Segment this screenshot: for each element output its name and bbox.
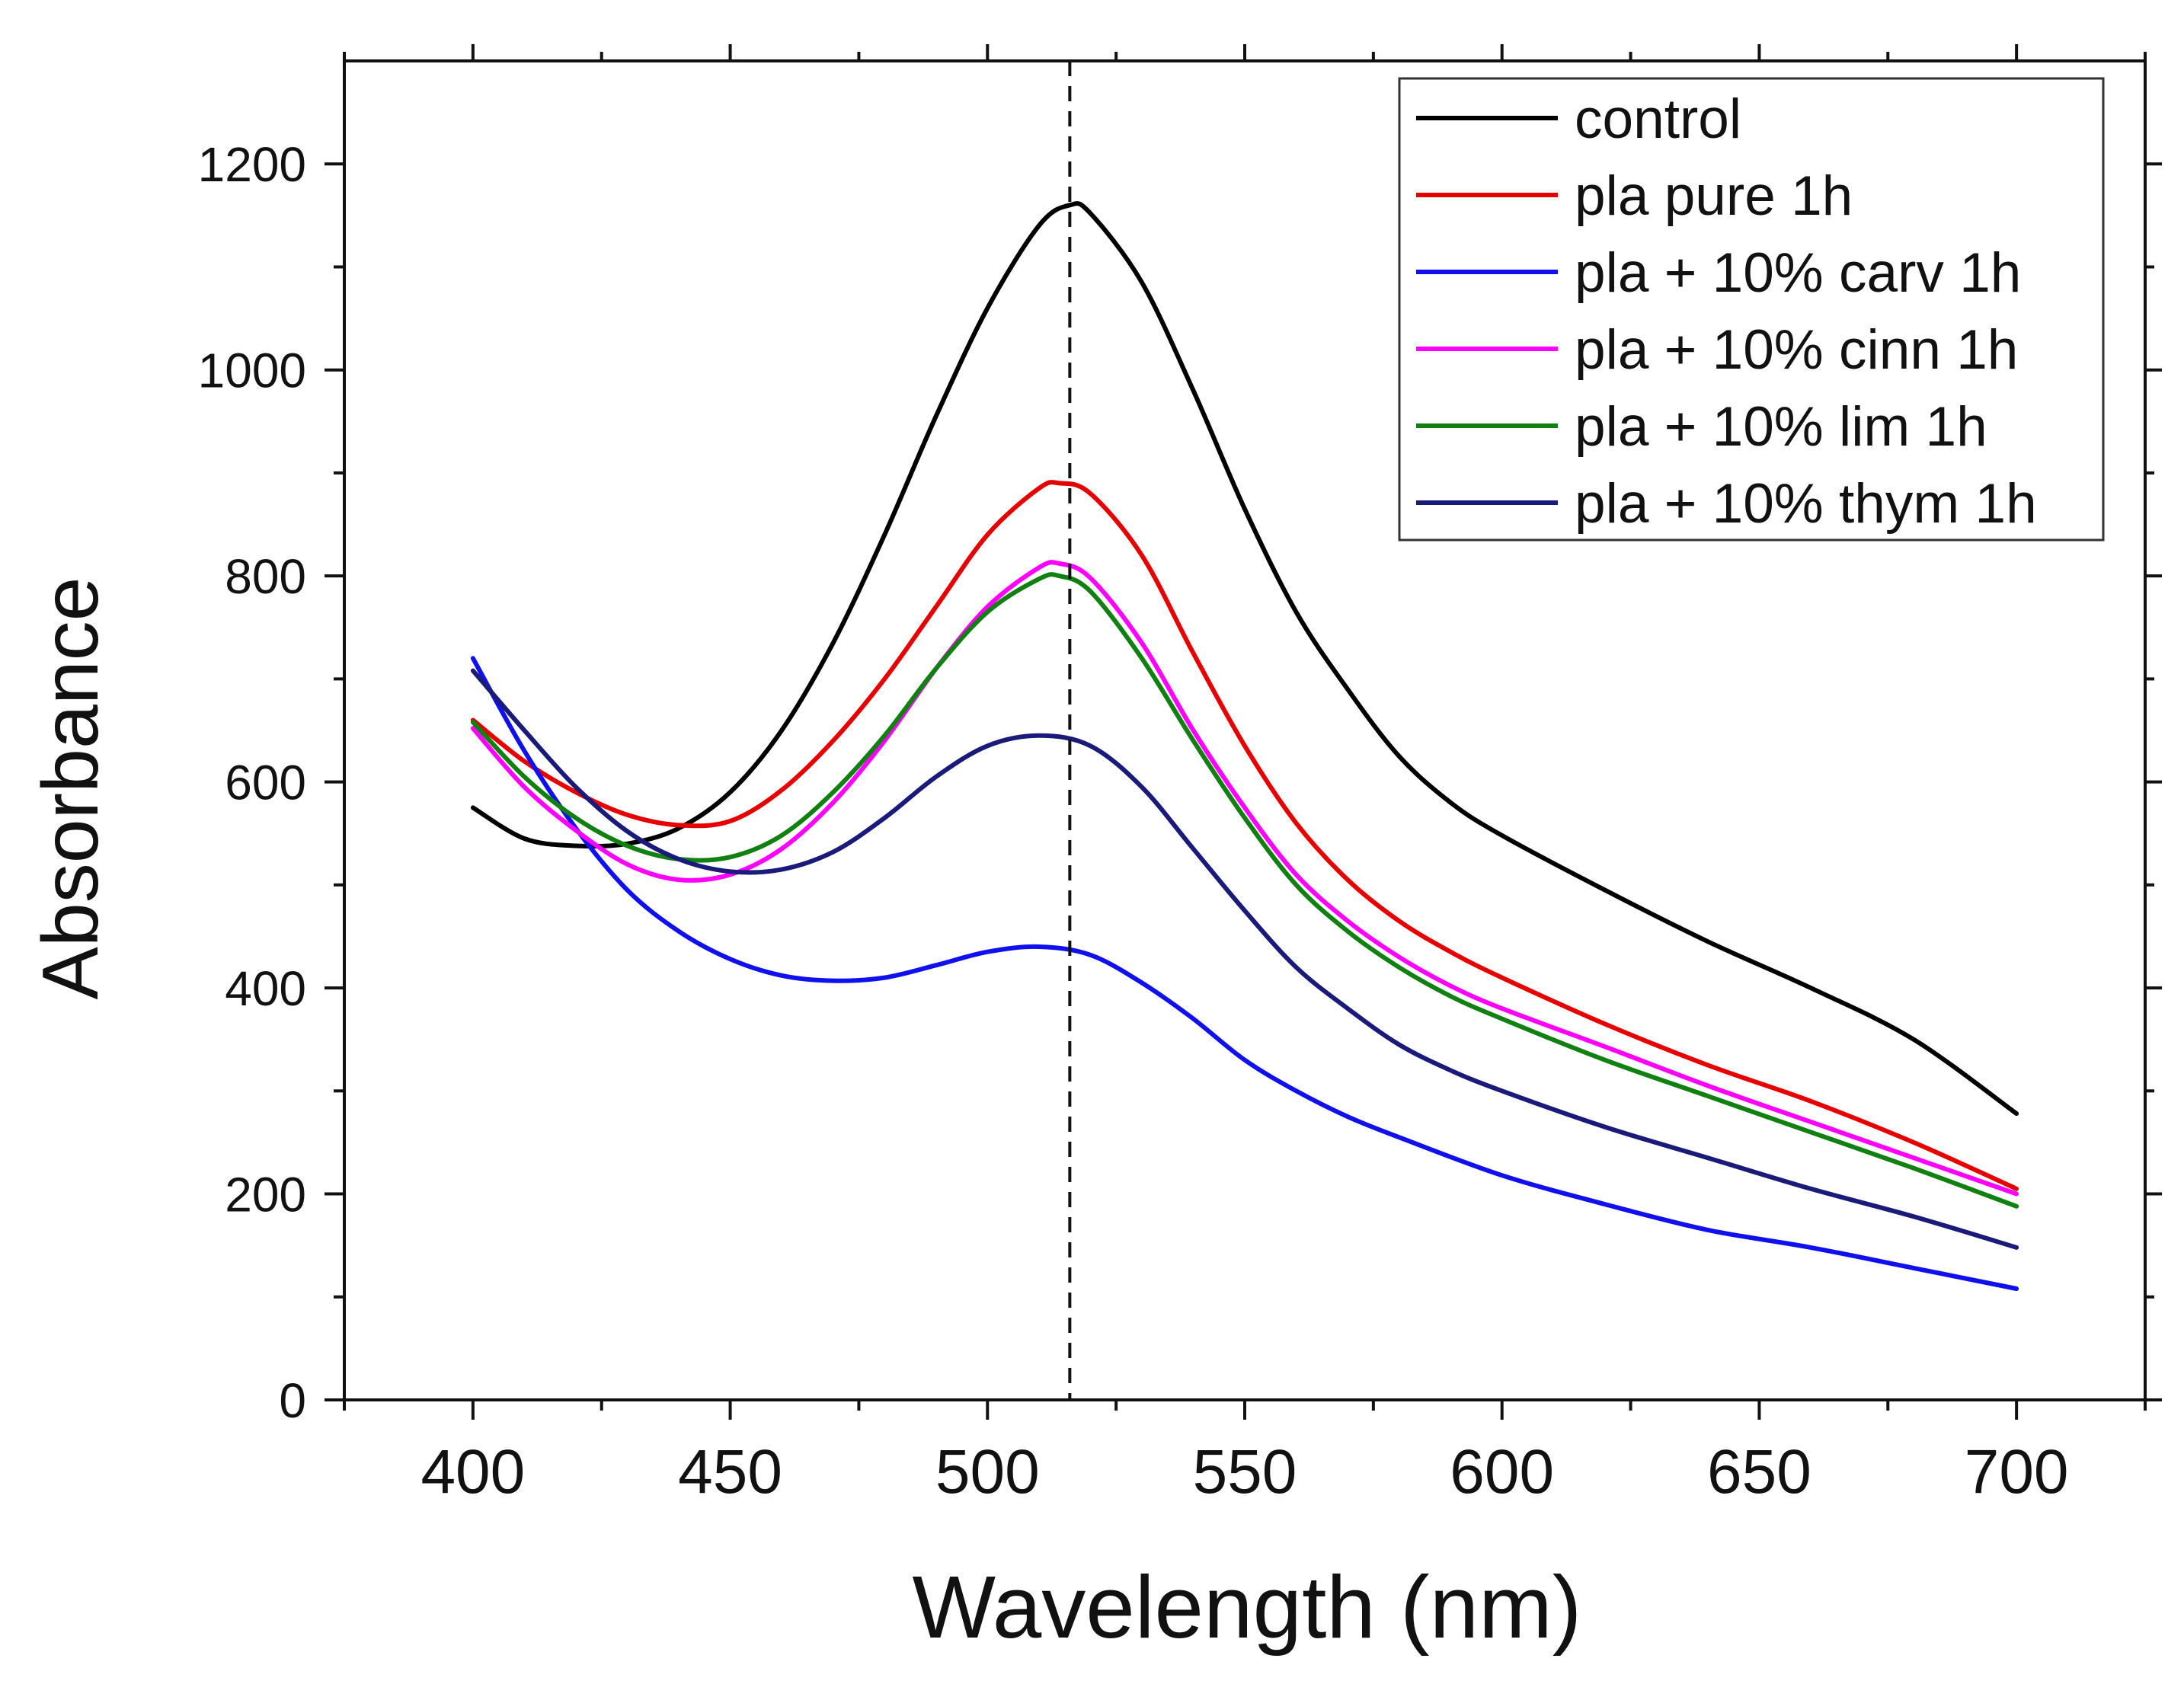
labels-group: Wavelength (nm) Absorbance <box>27 577 1581 1657</box>
plot-series-group <box>470 61 2019 1400</box>
y-tick-label: 1000 <box>198 344 306 398</box>
x-tick-label: 500 <box>935 1437 1040 1507</box>
y-axis-title: Absorbance <box>27 577 115 999</box>
y-tick-label: 0 <box>279 1373 306 1428</box>
y-tick-label: 800 <box>225 549 306 604</box>
y-tick-label: 400 <box>225 961 306 1016</box>
legend-label-3: pla + 10% carv 1h <box>1575 242 2021 304</box>
series-line-4 <box>470 560 2019 1197</box>
series-line-2 <box>470 480 2019 1191</box>
x-tick-label: 650 <box>1707 1437 1811 1507</box>
y-tick-label: 200 <box>225 1168 306 1222</box>
legend-box <box>1398 77 2105 542</box>
x-tick-label: 450 <box>678 1437 782 1507</box>
y-tick-label: 1200 <box>198 137 306 192</box>
x-tick-label: 700 <box>1965 1437 2069 1507</box>
axes-group: 0 200 400 600 800 1000 1200 400 450 500 550 600 650 7… <box>198 44 2162 1507</box>
legend-label-1: control <box>1575 88 1741 150</box>
series-line-5 <box>470 572 2019 1209</box>
series-line-1 <box>470 201 2019 1117</box>
legend-label-4: pla + 10% cinn 1h <box>1575 319 2018 381</box>
legend: control pla pure 1h pla + 10% carv 1h pla +… <box>1398 77 2105 542</box>
legend-label-5: pla + 10% lim 1h <box>1575 396 1987 458</box>
legend-label-2: pla pure 1h <box>1575 165 1853 227</box>
y-tick-label: 600 <box>225 756 306 810</box>
series-line-3 <box>470 656 2019 1291</box>
x-tick-label: 400 <box>420 1437 525 1507</box>
x-axis-title: Wavelength (nm) <box>913 1558 1582 1657</box>
x-tick-label: 550 <box>1193 1437 1297 1507</box>
x-tick-label: 600 <box>1450 1437 1554 1507</box>
series-line-6 <box>470 668 2019 1250</box>
legend-label-6: pla + 10% thym 1h <box>1575 473 2037 535</box>
